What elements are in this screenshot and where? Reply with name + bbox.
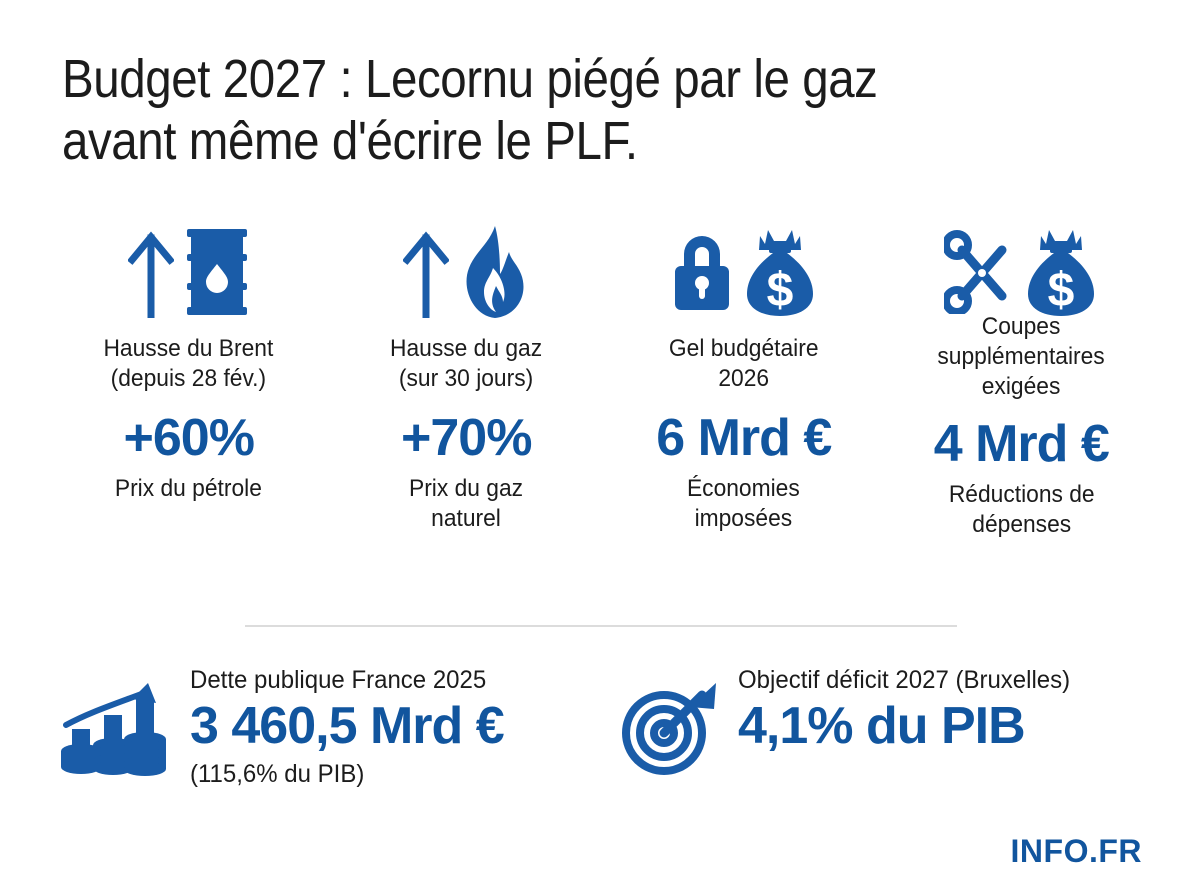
stat-card-gel-budgetaire-sub: Économies imposées bbox=[687, 475, 801, 532]
flame-icon bbox=[466, 226, 524, 318]
page-title: Budget 2027 : Lecornu piégé par le gaz a… bbox=[62, 49, 878, 171]
summary-card-dette-caption: Dette publique France 2025 bbox=[190, 666, 487, 694]
summary-card-dette-value: 3 460,5 Mrd € bbox=[190, 697, 505, 755]
target-arrow-icon bbox=[622, 683, 716, 775]
summary-card-deficit-text: Objectif déficit 2027 (Bruxelles) 4,1% d… bbox=[738, 665, 1084, 757]
money-bag-icon: $ bbox=[1028, 230, 1095, 317]
summary-card-deficit-value: 4,1% du PIB bbox=[738, 697, 1026, 755]
stat-card-gaz-label: Hausse du gaz (sur 30 jours) bbox=[390, 335, 543, 392]
summary-card-dette-text: Dette publique France 2025 3 460,5 Mrd €… bbox=[190, 665, 505, 789]
stat-card-coupes-sub: Réductions de dépenses bbox=[948, 481, 1095, 538]
stat-card-gel-budgetaire-value: 6 Mrd € bbox=[656, 409, 832, 467]
summary-card-dette-icon-wrap bbox=[60, 665, 172, 784]
arrow-up-icon bbox=[127, 231, 174, 318]
money-bag-icon: $ bbox=[746, 230, 813, 317]
stat-card-coupes: $ Coupes supplémentaires exigées 4 Mrd €… bbox=[883, 218, 1161, 540]
stat-card-gel-budgetaire-label: Gel budgétaire 2026 bbox=[668, 335, 819, 392]
stat-card-brent-sub: Prix du pétrole bbox=[115, 475, 263, 502]
svg-text:$: $ bbox=[766, 264, 793, 317]
info-fr-logo: INFO.FR bbox=[1010, 833, 1142, 869]
stat-card-gaz-sub: Prix du gaz naturel bbox=[409, 475, 524, 532]
stat-card-gaz: Hausse du gaz (sur 30 jours) +70% Prix d… bbox=[328, 218, 606, 534]
stat-card-coupes-icons: $ bbox=[944, 218, 1098, 326]
growing-coins-chart-icon bbox=[61, 683, 166, 776]
arrow-up-icon bbox=[403, 231, 450, 318]
scissors-icon bbox=[944, 230, 1007, 314]
summary-card-deficit-caption: Objectif déficit 2027 (Bruxelles) bbox=[738, 666, 1071, 694]
stat-card-gel-budgetaire: $ Gel budgétaire 2026 6 Mrd € Économies … bbox=[605, 218, 883, 534]
oil-barrel-icon bbox=[186, 229, 247, 315]
stat-card-gaz-value: +70% bbox=[401, 409, 532, 467]
stat-card-gaz-icons bbox=[403, 218, 529, 326]
svg-text:$: $ bbox=[1048, 264, 1075, 317]
key-figures-row: Hausse du Brent (depuis 28 fév.) +60% Pr… bbox=[50, 218, 1160, 540]
summary-card-deficit-icon-wrap bbox=[620, 665, 720, 780]
stat-card-coupes-label: Coupes supplémentaires exigées bbox=[937, 313, 1105, 400]
stat-card-gel-budgetaire-icons: $ bbox=[671, 218, 817, 326]
summary-card-deficit: Objectif déficit 2027 (Bruxelles) 4,1% d… bbox=[620, 665, 1120, 780]
stat-card-brent-label: Hausse du Brent (depuis 28 fév.) bbox=[103, 335, 274, 392]
summary-card-dette: Dette publique France 2025 3 460,5 Mrd €… bbox=[60, 665, 620, 789]
stat-card-coupes-value: 4 Mrd € bbox=[933, 415, 1110, 473]
stat-card-brent-icons bbox=[127, 218, 250, 326]
section-divider bbox=[245, 625, 957, 627]
stat-card-brent: Hausse du Brent (depuis 28 fév.) +60% Pr… bbox=[50, 218, 328, 504]
summary-card-dette-note: (115,6% du PIB) bbox=[190, 760, 365, 788]
summary-row: Dette publique France 2025 3 460,5 Mrd €… bbox=[60, 665, 1160, 789]
stat-card-brent-value: +60% bbox=[123, 409, 255, 467]
lock-icon bbox=[674, 236, 729, 310]
